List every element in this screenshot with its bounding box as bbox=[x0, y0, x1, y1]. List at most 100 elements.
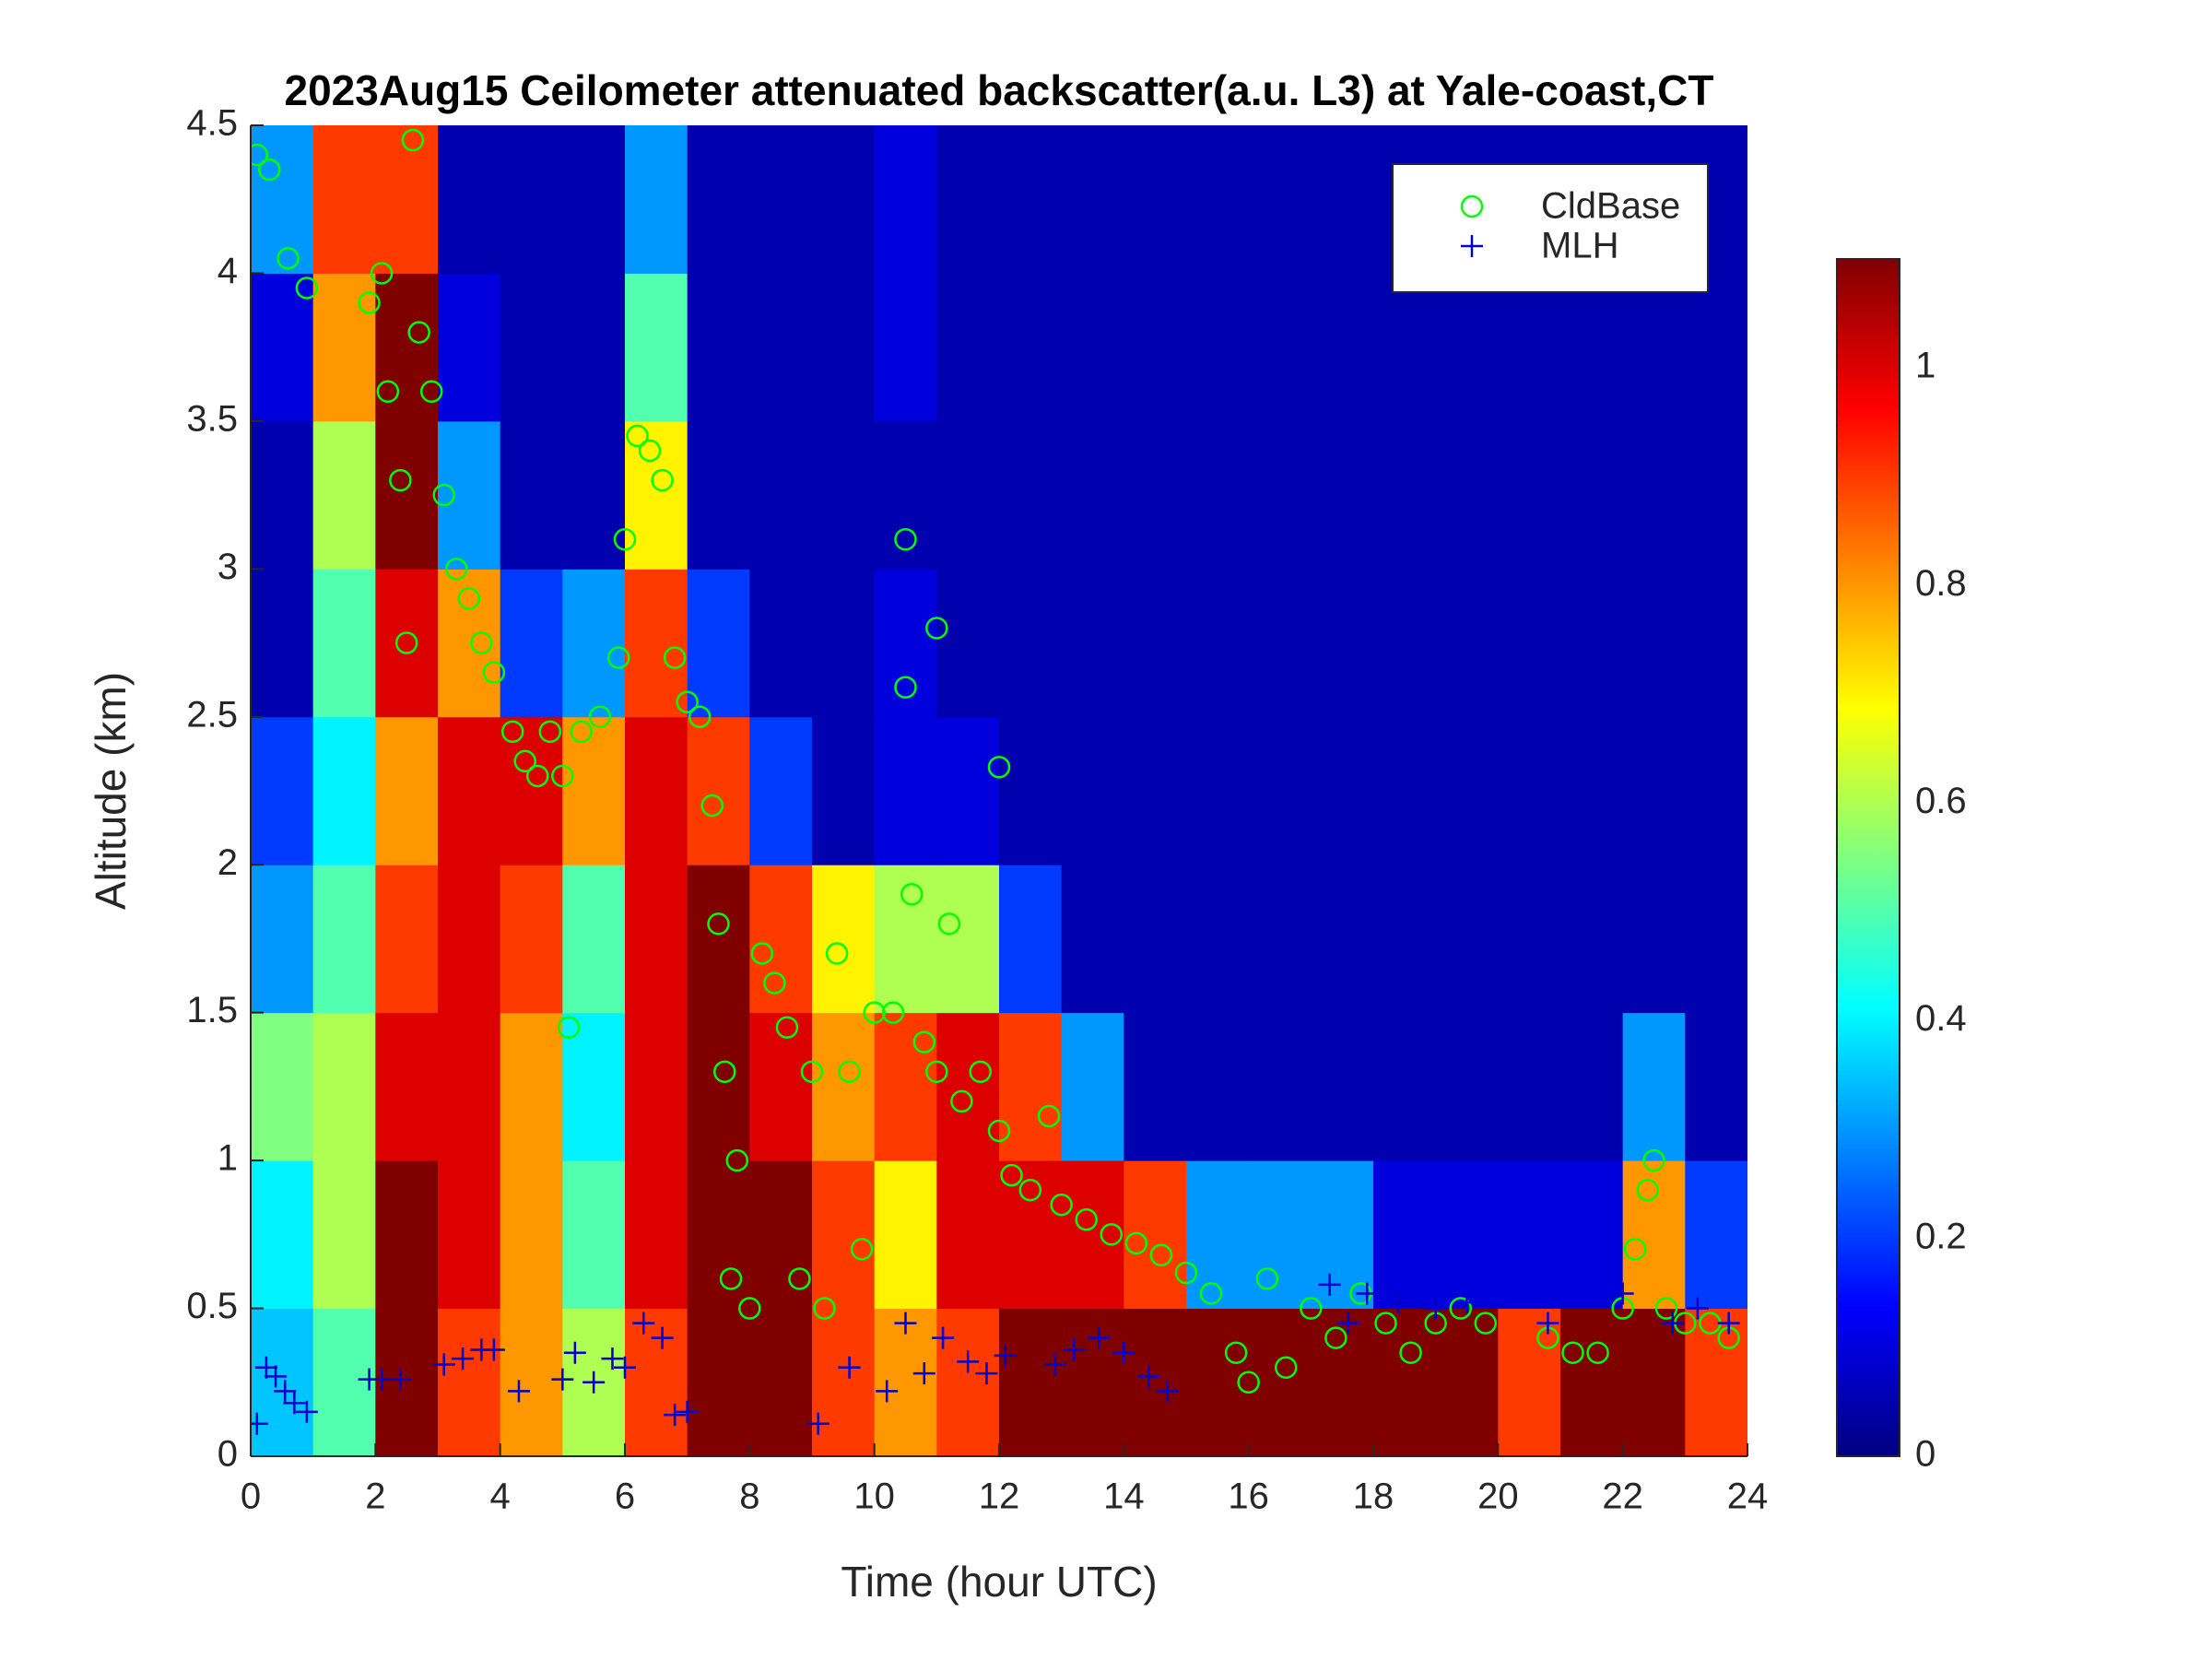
heat-cell bbox=[1311, 569, 1374, 718]
heat-cell bbox=[438, 1012, 501, 1161]
y-tick-label: 3 bbox=[218, 547, 238, 587]
heat-cell bbox=[625, 865, 688, 1014]
heat-cell bbox=[999, 1012, 1063, 1161]
heat-cell bbox=[1498, 1308, 1561, 1456]
mlh-marker bbox=[1088, 1326, 1111, 1349]
heat-cell bbox=[687, 420, 750, 570]
heat-cell bbox=[687, 716, 750, 865]
cldbase-marker bbox=[969, 1060, 992, 1084]
y-axis-label: Altitude (km) bbox=[87, 672, 135, 910]
heat-cell bbox=[375, 716, 439, 865]
heat-cell bbox=[1435, 865, 1499, 1014]
mlh-marker bbox=[1461, 235, 1483, 257]
heat-cell bbox=[375, 125, 439, 274]
heat-cell bbox=[251, 1012, 314, 1161]
heat-cell bbox=[687, 569, 750, 718]
cldbase-marker bbox=[1237, 1371, 1260, 1394]
heat-cell bbox=[1560, 865, 1624, 1014]
cldbase-marker bbox=[457, 587, 481, 610]
heat-cell bbox=[999, 273, 1063, 422]
heat-cell bbox=[936, 1308, 1000, 1456]
heat-cell bbox=[1685, 569, 1747, 718]
heat-cell bbox=[812, 1308, 876, 1456]
heat-cell bbox=[1311, 716, 1374, 865]
heat-cell bbox=[1560, 1308, 1624, 1456]
heat-cell bbox=[1248, 569, 1312, 718]
heat-cell bbox=[1186, 1012, 1250, 1161]
heat-cell bbox=[251, 716, 314, 865]
cldbase-marker bbox=[688, 705, 712, 729]
heat-cell bbox=[251, 865, 314, 1014]
mlh-marker bbox=[563, 1341, 586, 1364]
cldbase-marker bbox=[401, 128, 425, 152]
cldbase-marker bbox=[881, 1001, 905, 1024]
cldbase-marker bbox=[526, 764, 549, 788]
heat-cell bbox=[375, 569, 439, 718]
cldbase-marker bbox=[276, 247, 300, 270]
heat-cell bbox=[1061, 1160, 1124, 1310]
cldbase-marker bbox=[482, 661, 506, 684]
cldbase-marker bbox=[394, 631, 418, 654]
heat-cell bbox=[500, 716, 563, 865]
heat-cell bbox=[500, 273, 563, 422]
heat-cell bbox=[1373, 273, 1437, 422]
cldbase-marker bbox=[1642, 1148, 1665, 1172]
legend-label: MLH bbox=[1541, 226, 1618, 266]
cldbase-marker bbox=[445, 558, 468, 581]
heat-cell bbox=[1124, 125, 1187, 274]
heat-cell bbox=[936, 865, 1000, 1014]
heat-cell bbox=[1061, 569, 1124, 718]
heat-cell bbox=[936, 420, 1000, 570]
heat-cell bbox=[749, 716, 813, 865]
cldbase-marker bbox=[738, 1297, 761, 1320]
heat-cell bbox=[1435, 273, 1499, 422]
heat-cell bbox=[687, 1160, 750, 1310]
mlh-marker bbox=[295, 1400, 318, 1423]
cldbase-marker bbox=[1449, 1297, 1472, 1320]
heat-cell bbox=[1186, 716, 1250, 865]
heat-cell bbox=[1498, 1012, 1561, 1161]
mlh-marker bbox=[932, 1326, 955, 1349]
mlh-marker bbox=[632, 1312, 655, 1335]
cldbase-marker bbox=[1000, 1163, 1023, 1187]
heat-cell bbox=[438, 125, 501, 274]
mlh-marker bbox=[994, 1344, 1017, 1367]
heat-cell bbox=[312, 273, 376, 422]
mlh-marker bbox=[1063, 1338, 1086, 1361]
cldbase-marker bbox=[663, 646, 687, 669]
scatter-layer bbox=[251, 128, 1740, 1435]
x-axis-label: Time (hour UTC) bbox=[841, 1558, 1157, 1606]
cldbase-marker bbox=[912, 1030, 936, 1054]
heat-cell bbox=[936, 125, 1000, 274]
heat-cell bbox=[1435, 716, 1499, 865]
heat-cell bbox=[936, 1160, 1000, 1310]
mlh-marker bbox=[1661, 1312, 1684, 1335]
mlh-marker bbox=[651, 1326, 674, 1349]
cldbase-marker bbox=[557, 1016, 581, 1039]
heat-cell bbox=[1560, 716, 1624, 865]
heat-cell bbox=[874, 1160, 937, 1310]
cldbase-marker bbox=[500, 720, 524, 744]
heat-cell bbox=[1498, 569, 1561, 718]
heat-cell bbox=[874, 716, 937, 865]
heat-cell bbox=[562, 1012, 626, 1161]
heat-cell bbox=[251, 420, 314, 570]
heat-cell bbox=[1124, 1308, 1187, 1456]
y-tick-label: 3.5 bbox=[186, 398, 238, 439]
cldbase-marker bbox=[1324, 1326, 1347, 1349]
heat-cell bbox=[251, 273, 314, 422]
heat-cell bbox=[1685, 865, 1747, 1014]
cldbase-marker bbox=[900, 883, 924, 906]
cldbase-marker bbox=[606, 646, 630, 669]
mlh-marker bbox=[452, 1347, 475, 1371]
cldbase-marker bbox=[1255, 1267, 1279, 1290]
heat-cell bbox=[1186, 420, 1250, 570]
colorbar-tick-label: 1 bbox=[1915, 346, 1936, 386]
cldbase-marker bbox=[588, 705, 612, 729]
y-tick-label: 4 bbox=[218, 251, 238, 291]
heat-cell bbox=[625, 1308, 688, 1456]
mlh-marker bbox=[1156, 1380, 1179, 1403]
heat-cell bbox=[1685, 1012, 1747, 1161]
heat-cell bbox=[1373, 569, 1437, 718]
heat-cell bbox=[1124, 865, 1187, 1014]
